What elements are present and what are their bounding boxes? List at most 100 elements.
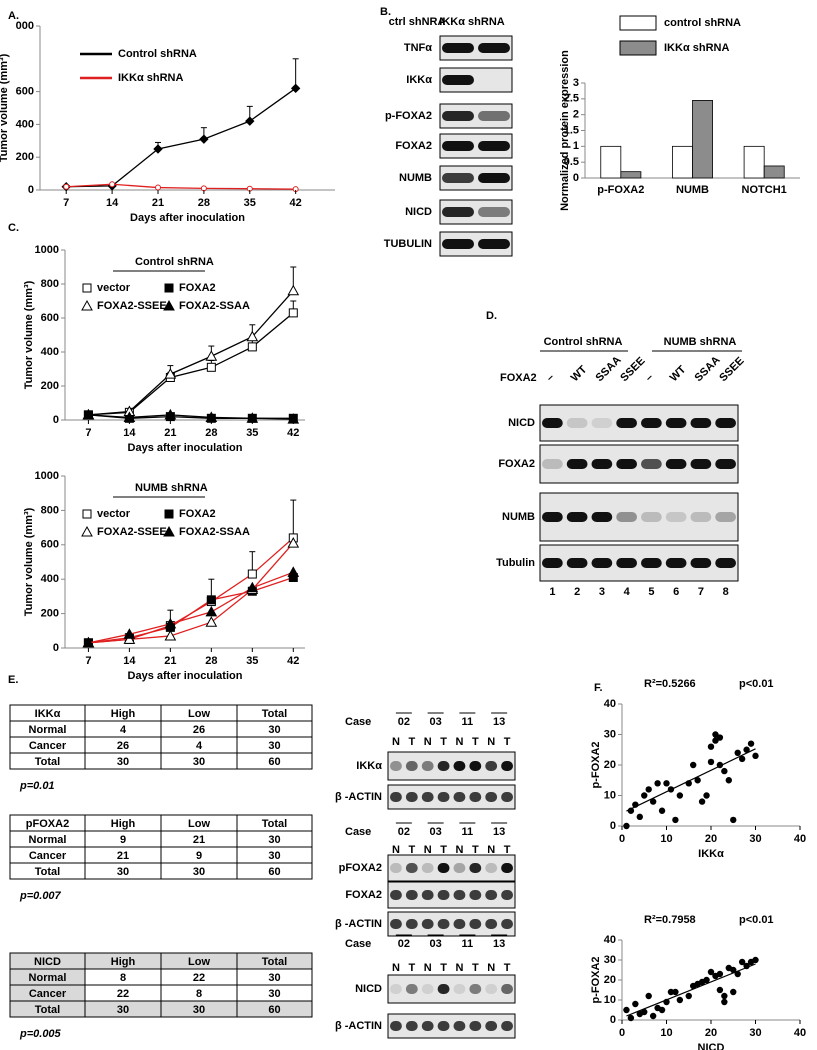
case-id: 02	[398, 826, 410, 838]
legend-marker	[82, 509, 92, 519]
data-point	[645, 992, 652, 1000]
series-line	[88, 571, 294, 644]
table-text: 21	[117, 850, 129, 862]
blot-band	[690, 558, 712, 568]
blot-band	[437, 792, 450, 802]
table-text: 30	[268, 850, 280, 862]
table-text: 22	[193, 972, 205, 984]
lane-label: T	[504, 962, 511, 974]
blot-band	[485, 792, 498, 802]
data-point	[287, 566, 300, 577]
series-line	[66, 183, 296, 190]
blot-row-label: β -ACTIN	[335, 1020, 382, 1032]
table-text: 30	[117, 756, 129, 768]
lane-label: WT	[668, 363, 689, 384]
table-text: 9	[196, 850, 202, 862]
table-text: Total	[35, 756, 60, 768]
data-point	[63, 183, 70, 190]
lane-number: 4	[624, 586, 631, 598]
data-point	[205, 350, 218, 361]
y-tick-label: 600	[41, 539, 59, 551]
lane-label: T	[440, 844, 447, 856]
series-line	[88, 542, 294, 644]
blot-band	[641, 558, 662, 568]
table-cell	[236, 1000, 313, 1018]
data-point	[721, 992, 728, 1000]
x-tick-label: 30	[749, 833, 761, 845]
blot-row-label: FOXA2	[345, 889, 382, 901]
data-point	[685, 992, 692, 1000]
data-point	[627, 1014, 635, 1022]
blot-band	[641, 512, 662, 522]
table-text: 30	[268, 834, 280, 846]
blot-band	[390, 1021, 402, 1031]
lane-label: N	[487, 736, 495, 748]
lane-label: T	[472, 962, 479, 974]
lane-number: 7	[698, 586, 704, 598]
series-line	[88, 537, 294, 644]
blot-band	[390, 792, 402, 802]
data-point	[82, 408, 95, 420]
table-text: Low	[188, 708, 210, 720]
bar	[672, 145, 693, 179]
x-tick-label: 21	[164, 655, 176, 667]
x-tick-label: 42	[287, 655, 299, 667]
lane-label: SSEE	[717, 355, 746, 384]
y-tick-label: 2.5	[564, 93, 579, 105]
blot-column-label: ctrl shNRA	[389, 16, 446, 28]
y-tick-label: 40	[604, 934, 616, 946]
blot-band	[501, 919, 513, 929]
case-id: 03	[430, 826, 442, 838]
y-tick-label: 1000	[35, 244, 59, 256]
blot-band	[501, 984, 513, 994]
blot-band	[591, 459, 613, 469]
blot-column-label: IKKα shRNA	[439, 16, 504, 28]
y-tick-label: 10	[604, 994, 616, 1006]
error-bar	[290, 499, 297, 538]
data-point	[287, 537, 300, 548]
data-point	[730, 816, 737, 824]
x-tick-label: 14	[123, 427, 136, 439]
blot-band	[478, 173, 510, 183]
blot-band	[469, 792, 482, 802]
lane-label: N	[487, 844, 495, 856]
legend-marker	[164, 283, 174, 293]
data-point	[290, 83, 301, 94]
data-point	[658, 1006, 666, 1014]
lane-label: SSAA	[594, 354, 624, 384]
data-point	[246, 330, 259, 342]
table-text: IKKα	[35, 708, 61, 720]
blot-band	[453, 863, 466, 873]
blot-band	[421, 761, 434, 771]
case-id: 03	[430, 716, 442, 728]
x-tick-label: 28	[198, 197, 210, 209]
panel-label: C.	[8, 222, 19, 234]
table-text: 30	[193, 866, 205, 878]
blot-band	[437, 1021, 450, 1031]
lane-label: N	[424, 962, 432, 974]
blot-band	[453, 792, 466, 802]
data-point	[690, 761, 697, 769]
blot-band	[469, 1021, 482, 1031]
x-tick-label: 28	[205, 427, 217, 439]
blot-band	[665, 512, 687, 522]
data-point	[641, 1008, 648, 1016]
y-tick-label: 0	[573, 172, 579, 184]
lane-label: T	[440, 962, 447, 974]
data-point	[721, 767, 728, 775]
data-point	[164, 617, 177, 629]
blot-band	[453, 890, 466, 900]
data-point	[707, 758, 715, 766]
annotation: R²=0.7958	[644, 914, 696, 926]
lane-label: SSEE	[618, 355, 647, 384]
y-tick-label: 1000	[35, 470, 59, 482]
data-point	[623, 822, 630, 830]
lane-label: T	[408, 844, 415, 856]
x-tick-label: 7	[85, 427, 91, 439]
blot-band	[469, 890, 482, 900]
legend-swatch	[619, 15, 657, 31]
data-point	[109, 181, 116, 188]
data-point	[245, 116, 255, 126]
legend-label: control shRNA	[664, 17, 741, 29]
